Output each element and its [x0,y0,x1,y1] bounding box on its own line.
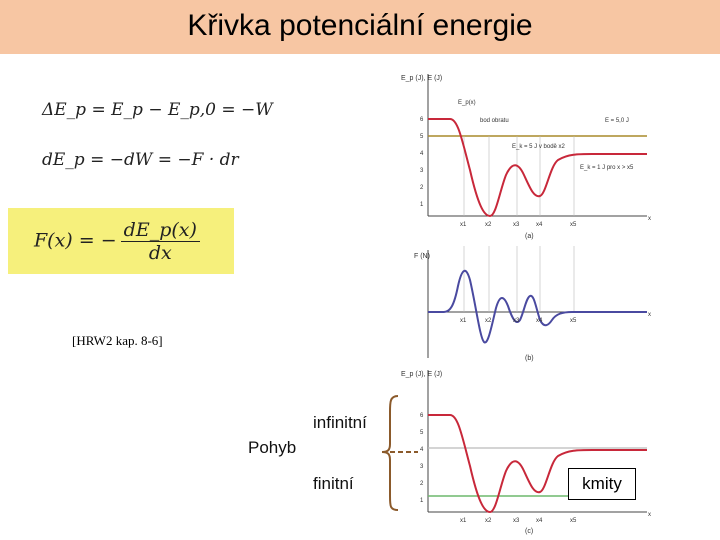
oscillations-box: kmity [568,468,636,500]
graph-a-annot-turning: bod obratu [480,118,509,124]
graph-a-ytick-4: 4 [420,151,424,157]
graph-a-xaxis-label: x [648,216,651,222]
title-bar [0,0,720,54]
graph-b-xtick-3: x3 [513,318,520,324]
graph-c-xaxis-label: x [648,512,651,518]
graph-b-xtick-1: x1 [460,318,467,324]
graph-b-ylabel: F (N) [414,253,430,260]
graph-b-curve [428,270,647,344]
graph-a-ytick-3: 3 [420,168,424,174]
graph-a-guides [463,136,575,216]
graph-b-xtick-5: x5 [570,318,577,324]
graph-a-ytick-1: 1 [420,202,424,208]
graph-c-xtick-4: x4 [536,518,543,524]
graph-c-ytick-6: 6 [420,413,424,419]
label-motion: Pohyb [248,438,297,457]
graph-a-xtick-1: x1 [460,222,467,228]
graph-a-annot-kinetic-x2: E_k = 5 J v bodě x2 [512,144,566,150]
graph-c-energy-levels: E_p (J), E (J) 6 5 4 3 2 1 x1 x2 x3 x4 x… [401,370,651,535]
slide-title: Křivka potenciální energie [187,9,533,42]
graph-c-caption: (c) [525,528,533,535]
label-oscillations: kmity [582,474,622,493]
graph-b-xtick-2: x2 [485,318,492,324]
equation-differential-energy: dE_p = −dW = −F · dr [42,150,239,170]
equation-force: F(x) = − dE_p(x) dx [34,219,200,264]
label-finite: finitní [313,474,354,493]
graph-c-ylabel: E_p (J), E (J) [401,371,442,378]
force-fraction: dE_p(x) dx [120,219,200,264]
graph-c-xtick-1: x1 [460,518,467,524]
graph-a-xtick-3: x3 [513,222,520,228]
label-infinite: infinitní [313,413,367,432]
graph-c-curve [428,414,647,514]
graph-b-guides [463,246,575,312]
graph-a-caption: (a) [525,233,534,240]
force-numerator: dE_p(x) [120,219,200,242]
reference-note: [HRW2 kap. 8-6] [72,333,163,348]
graph-a-annot-kinetic-far: E_k = 1 J pro x > x5 [580,165,634,171]
graph-a-annot-energy: E = 5,0 J [605,118,629,124]
graph-a-potential-energy: E_p (J), E (J) 6 5 4 3 2 1 E_p(x) bod ob… [401,74,651,240]
graph-c-xtick-5: x5 [570,518,577,524]
graph-c-xtick-3: x3 [513,518,520,524]
graph-a-xtick-5: x5 [570,222,577,228]
equation-delta-energy: ΔE_p = E_p − E_p,0 = −W [42,100,273,120]
graph-a-xtick-4: x4 [536,222,543,228]
graph-b-caption: (b) [525,355,534,362]
graph-b-xtick-4: x4 [536,318,543,324]
graph-c-ytick-2: 2 [420,481,424,487]
graph-a-ytick-6: 6 [420,117,424,123]
graph-b-force: F (N) x1 x2 x3 x4 x5 x (b) [414,246,651,362]
force-lhs: F(x) = − [34,229,117,252]
graph-a-xtick-2: x2 [485,222,492,228]
graph-b-xaxis-label: x [648,312,651,318]
graph-a-curve [428,118,647,218]
graph-a-ytick-2: 2 [420,185,424,191]
force-denominator: dx [148,242,172,264]
graph-a-annot-curve: E_p(x) [458,100,476,106]
graph-c-ytick-4: 4 [420,447,424,453]
graph-a-ylabel: E_p (J), E (J) [401,75,442,82]
graph-c-xtick-2: x2 [485,518,492,524]
brace-icon [381,395,418,511]
graph-a-ytick-5: 5 [420,134,424,140]
graph-c-ytick-1: 1 [420,498,424,504]
graph-c-ytick-3: 3 [420,464,424,470]
graph-c-ytick-5: 5 [420,430,424,436]
